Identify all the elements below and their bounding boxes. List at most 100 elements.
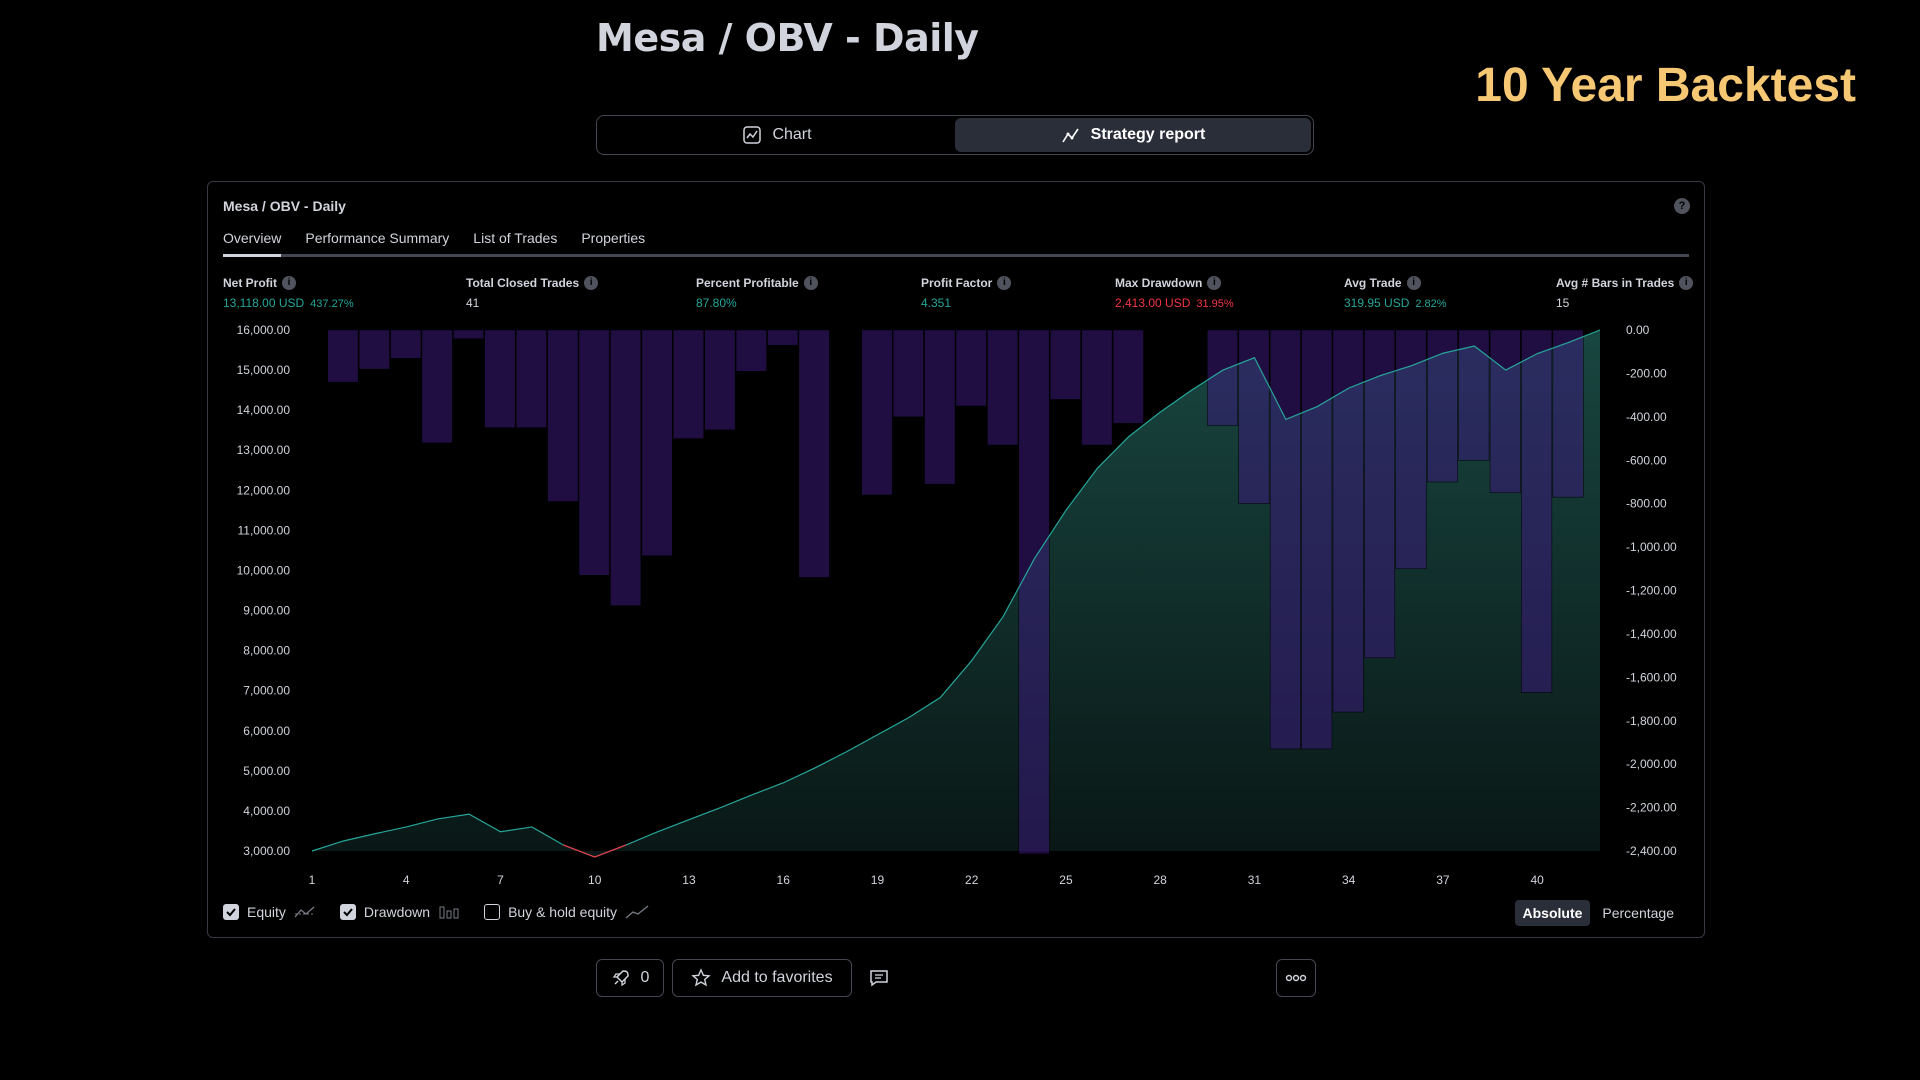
boost-count: 0 [640,969,650,986]
tab-list-of-trades[interactable]: List of Trades [473,230,558,246]
buyhold-toggle[interactable]: Buy & hold equity [484,904,649,920]
drawdown-bar [1049,329,1081,400]
right-axis-tick: -600.00 [1626,453,1667,467]
drawdown-bar [578,329,610,576]
overlay-caption: 10 Year Backtest [1475,59,1856,112]
equity-line [311,329,1601,858]
strategy-report-tab-label: Strategy report [1090,126,1206,143]
drawdown-bar [453,329,485,339]
info-icon[interactable]: i [282,276,296,290]
drawdown-bar [1301,329,1333,750]
buyhold-checkbox[interactable] [484,904,501,920]
x-axis-tick: 25 [1059,873,1073,887]
x-axis-tick: 16 [777,873,791,887]
metric-percent: 2.82% [1415,298,1447,310]
drawdown-bar [358,329,390,370]
x-axis-tick: 10 [588,873,602,887]
drawdown-bar [547,329,579,502]
x-axis-tick: 1 [309,873,316,887]
metric-1: Total Closed Trades i 41 [466,276,599,310]
x-axis-tick: 37 [1436,873,1450,887]
drawdown-bar [704,329,736,431]
chart-tab-button[interactable]: Chart [599,118,955,152]
comments-button[interactable] [862,959,896,997]
drawdown-bar [1332,329,1364,713]
strategy-report-tab-button[interactable]: Strategy report [955,118,1311,152]
equity-checkbox[interactable] [223,904,239,920]
info-icon[interactable]: i [803,276,818,290]
right-axis-tick: -1,800.00 [1626,714,1677,728]
drawdown-bar [641,329,673,557]
drawdown-bar [484,329,516,428]
right-axis-tick: -1,400.00 [1626,627,1677,641]
metric-3: Profit Factor i 4.351 [921,276,1012,310]
right-axis-tick: -2,000.00 [1626,757,1677,771]
metric-4: Max Drawdown i 2,413.00 USD 31.95% [1115,276,1234,310]
metric-label: Max Drawdown i [1115,276,1234,290]
drawdown-bar [1081,329,1113,446]
metric-label: Percent Profitable i [696,276,818,290]
metric-value: 2,413.00 USD 31.95% [1115,296,1234,310]
page-title: Mesa / OBV - Daily [596,16,979,60]
chart-icon [743,126,762,144]
info-icon[interactable]: i [997,276,1012,290]
metric-value: 319.95 USD 2.82% [1344,296,1447,310]
absolute-mode-button[interactable]: Absolute [1514,900,1591,926]
x-axis-tick: 13 [682,873,696,887]
drawdown-bar [861,329,893,496]
drawdown-bar [924,329,956,485]
star-icon [691,968,712,987]
tab-performance-summary[interactable]: Performance Summary [305,230,450,246]
metric-label: Avg Trade i [1344,276,1447,290]
drawdown-bar [327,329,359,383]
drawdown-bar [767,329,799,346]
drawdown-bar [1552,329,1584,498]
tab-overview[interactable]: Overview [223,230,282,257]
left-axis-tick: 10,000.00 [237,563,291,577]
left-axis-tick: 5,000.00 [243,764,290,778]
drawdown-bar [1521,329,1553,693]
percentage-mode-button[interactable]: Percentage [1602,905,1674,921]
metric-value: 15 [1556,296,1570,310]
buyhold-label: Buy & hold equity [508,904,618,920]
metric-label: Net Profit i [223,276,354,290]
x-axis-tick: 19 [871,873,885,887]
drawdown-bar [1112,329,1144,424]
drawdown-bar [1018,329,1050,855]
x-axis-tick: 40 [1530,873,1544,887]
more-options-button[interactable] [1276,959,1316,997]
boost-button[interactable]: 0 [596,959,664,997]
left-axis-tick: 8,000.00 [243,644,290,658]
drawdown-bar [1426,329,1458,483]
tab-properties[interactable]: Properties [581,230,646,246]
drawdown-bar [515,329,547,428]
drawdown-label: Drawdown [363,904,431,920]
comment-icon [870,970,888,987]
drawdown-bar [390,329,422,359]
drawdown-bar [735,329,767,372]
info-icon[interactable]: i [1406,276,1421,290]
drawdown-bar [1269,329,1301,750]
more-dots-icon [1285,974,1307,982]
drawdown-toggle[interactable]: Drawdown [339,904,460,920]
help-icon[interactable]: ? [1674,198,1690,214]
info-icon[interactable]: i [1207,276,1222,290]
equity-toggle[interactable]: Equity [223,904,316,920]
left-axis-tick: 16,000.00 [237,323,291,337]
equity-line-icon [294,906,315,918]
left-axis-tick: 6,000.00 [243,724,290,738]
x-axis-tick: 4 [403,873,410,887]
info-icon[interactable]: i [1679,276,1694,290]
add-to-favorites-button[interactable]: Add to favorites [672,959,852,997]
x-axis-tick: 22 [965,873,979,887]
metric-5: Avg Trade i 319.95 USD 2.82% [1344,276,1447,310]
info-icon[interactable]: i [584,276,599,290]
metric-6: Avg # Bars in Trades i 15 [1556,276,1694,310]
drawdown-checkbox[interactable] [339,904,356,920]
metric-2: Percent Profitable i 87.80% [696,276,818,310]
drawdown-bar [421,329,453,444]
x-axis-tick: 34 [1342,873,1356,887]
metric-percent: 31.95% [1196,298,1234,310]
right-axis-tick: -1,200.00 [1626,584,1677,598]
strategy-icon [1061,128,1079,143]
